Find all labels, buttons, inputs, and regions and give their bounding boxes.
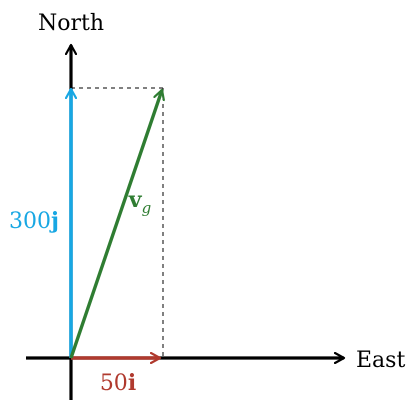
horizontal-vector-number: 50 [100, 371, 128, 396]
resultant-vector [69, 90, 162, 359]
vertical-vector-label: 300j [9, 208, 59, 234]
resultant-vector-name: v [128, 187, 143, 213]
resultant-vector-subscript: g [142, 199, 152, 217]
horizontal-vector-label: 50i [100, 370, 136, 396]
north-label: North [38, 11, 104, 36]
horizontal-vector-unit: i [128, 370, 136, 396]
resultant-vector-label: vg [128, 187, 151, 217]
east-label: East [356, 348, 405, 373]
vertical-vector-unit: j [49, 208, 59, 234]
vertical-vector-number: 300 [9, 209, 51, 234]
